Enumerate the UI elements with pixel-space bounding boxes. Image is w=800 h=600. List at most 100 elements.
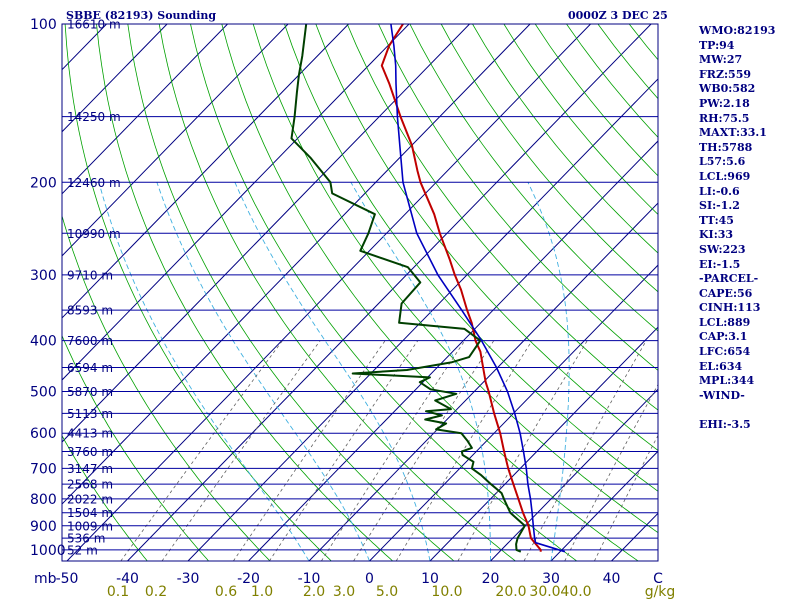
height-label: 1009 m [67,519,113,533]
index-item: PW:2.18 [699,96,750,110]
height-label: 3147 m [67,462,113,476]
height-label: 3760 m [67,445,113,459]
isotherm-line [62,24,228,195]
pressure-tick-label: 1000 [30,543,66,559]
dry-adiabat-line [96,24,393,561]
mixing-ratio-line [564,383,658,561]
axis-labels: 16610 m 14250 m 12460 m 10990 m 9710 m 8593 m… [30,17,675,600]
parcel-path [390,24,566,553]
height-label: 52 m [67,543,98,557]
index-item: MAXT:33.1 [699,126,767,140]
sounding-profiles [290,24,566,553]
temperature-tick-label: 30 [542,571,560,587]
moist-adiabat-line [234,182,431,561]
index-item: LI:-0.6 [699,184,740,198]
pressure-tick-label: 900 [30,519,57,535]
index-item: EHI:-3.5 [699,418,751,432]
plot-frame [61,23,659,562]
index-item: SI:-1.2 [699,199,740,213]
index-item: LCL:889 [699,315,751,329]
index-item: MW:27 [699,53,743,67]
dry-adiabat-line [127,24,455,561]
mixing-ratio-tick-label: 5.0 [376,584,398,600]
isotherm-line [550,450,658,561]
height-label: 536 m [67,532,105,546]
height-label: 8593 m [67,304,113,318]
pressure-tick-label: 100 [30,17,57,33]
index-item: CINH:113 [699,301,761,315]
mixing-ratio-tick-label: 0.2 [145,584,167,600]
isotherm-line [62,24,289,257]
mixing-ratio-line [120,340,283,561]
height-label: 7600 m [67,334,113,348]
mixing-ratio-line [269,340,419,561]
mixing-ratio-tick-label: 2.0 [303,584,325,600]
isotherm-line [66,24,591,561]
temperature-tick-label: -30 [177,571,200,587]
mixing-ratio-tick-label: 1.0 [251,584,273,600]
dry-adiabat-line [252,24,658,534]
index-item: LFC:654 [699,345,751,359]
height-label: 10990 m [67,227,121,241]
dry-adiabat-line [440,24,658,293]
background-lines [0,24,658,561]
mixing-ratio-line [395,340,533,561]
isotherm-line [62,24,410,381]
height-label: 9710 m [67,268,113,282]
index-item: TH:5788 [699,140,753,154]
isotherm-line [490,388,658,561]
dry-adiabat-line [62,434,148,561]
index-item: RH:75.5 [699,111,750,125]
temperature-profile [380,24,542,552]
pressure-tick-label: 300 [30,268,57,284]
isotherm-line [62,24,349,319]
temperature-tick-label: 0 [365,571,374,587]
index-item: SW:223 [699,242,746,256]
index-item: -WIND- [699,388,745,402]
pressure-tick-label: 700 [30,461,57,477]
index-item: TP:94 [699,38,735,52]
index-item: FRZ:559 [699,67,752,81]
mixing-ratio-line [161,340,321,561]
height-label: 6594 m [67,361,113,375]
mixing-ratio-tick-label: 40.0 [560,584,591,600]
dry-adiabat-line [409,24,658,332]
temperature-tick-label: 40 [603,571,621,587]
isotherm-line [62,24,168,133]
dry-adiabat-line [346,24,658,411]
index-item: WB0:582 [699,82,756,96]
height-label: 4413 m [67,427,113,441]
index-item: MPL:344 [699,374,755,388]
height-label: 14250 m [67,110,121,124]
index-item: CAPE:56 [699,286,753,300]
pressure-tick-label: 600 [30,426,57,442]
pressure-tick-label: 500 [30,385,57,401]
dry-adiabat-line [190,24,577,561]
index-item: KI:33 [699,228,734,242]
index-item: LCL:969 [699,169,751,183]
isobar-lines [62,23,658,551]
chart-time: 0000Z 3 DEC 25 [568,9,668,22]
dry-adiabat-line [221,24,639,561]
height-label: 2568 m [67,478,113,492]
index-item: -PARCEL- [699,272,759,286]
height-label: 12460 m [67,176,121,190]
y-axis-label: mb [34,571,57,587]
pressure-tick-label: 800 [30,492,57,508]
dry-adiabat-line [378,24,658,371]
pressure-tick-label: 400 [30,334,57,350]
x-unit-label: C [653,571,663,587]
isotherm-line [369,264,658,561]
mixing-ratio-line [233,340,386,561]
moist-adiabat-line [98,182,310,561]
isotherm-line [0,24,46,561]
mixing-ratio-line [457,340,588,561]
dry-adiabat-line [158,24,516,561]
height-label: 5870 m [67,385,113,399]
height-label: 5113 m [67,407,113,421]
index-item: TT:45 [699,213,734,227]
dry-adiabat-line [62,334,209,561]
isotherm-line [62,24,531,505]
height-label: 1504 m [67,506,113,520]
